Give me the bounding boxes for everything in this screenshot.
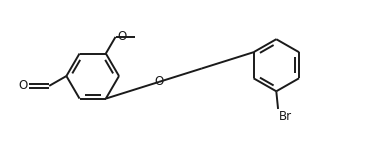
Text: O: O — [117, 30, 127, 43]
Text: O: O — [154, 75, 164, 88]
Text: O: O — [18, 79, 27, 92]
Text: Br: Br — [279, 110, 292, 123]
